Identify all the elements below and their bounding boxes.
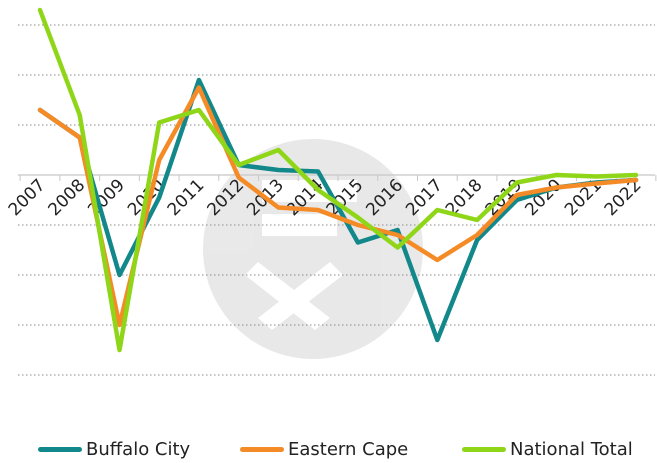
series-line-national-total: [37, 7, 639, 353]
legend-item-buffalo-city: Buffalo City: [38, 436, 190, 463]
legend-label-eastern-cape: Eastern Cape: [288, 439, 409, 460]
x-tick-label: 2008: [45, 175, 90, 220]
x-tick-label: 2011: [164, 175, 209, 220]
series-lines: [37, 7, 639, 353]
legend-swatch-national-total: [462, 447, 506, 452]
legend-item-national-total: National Total: [462, 436, 633, 463]
legend-swatch-buffalo-city: [38, 447, 82, 452]
x-tick-label: 2007: [5, 175, 50, 220]
legend-swatch-eastern-cape: [240, 447, 284, 452]
legend-label-buffalo-city: Buffalo City: [86, 439, 191, 460]
line-chart: 2007200820092010201120122013201420152016…: [5, 7, 657, 376]
legend: Buffalo City Eastern Cape National Total: [0, 436, 657, 463]
legend-label-national-total: National Total: [510, 439, 633, 460]
legend-item-eastern-cape: Eastern Cape: [240, 436, 408, 463]
